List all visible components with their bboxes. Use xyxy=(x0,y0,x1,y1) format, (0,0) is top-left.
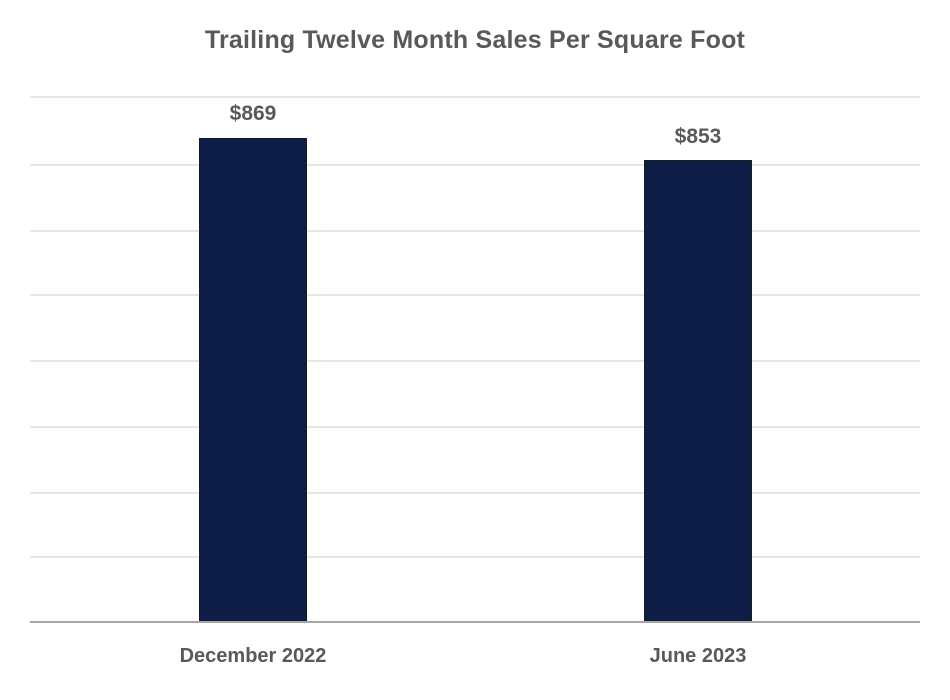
gridline xyxy=(30,230,920,232)
x-axis xyxy=(30,621,920,623)
data-label-june-2023: $853 xyxy=(674,125,722,148)
bar-december-2022 xyxy=(199,138,307,622)
gridline xyxy=(30,360,920,362)
gridline xyxy=(30,294,920,296)
gridline xyxy=(30,556,920,558)
data-label-december-2022: $869 xyxy=(229,102,277,125)
gridline xyxy=(30,96,920,98)
gridline xyxy=(30,164,920,166)
bar-june-2023 xyxy=(644,160,752,622)
x-tick-december-2022: December 2022 xyxy=(179,645,327,667)
gridline xyxy=(30,426,920,428)
chart-title: Trailing Twelve Month Sales Per Square F… xyxy=(204,26,746,54)
gridline xyxy=(30,492,920,494)
x-tick-june-2023: June 2023 xyxy=(649,645,747,667)
